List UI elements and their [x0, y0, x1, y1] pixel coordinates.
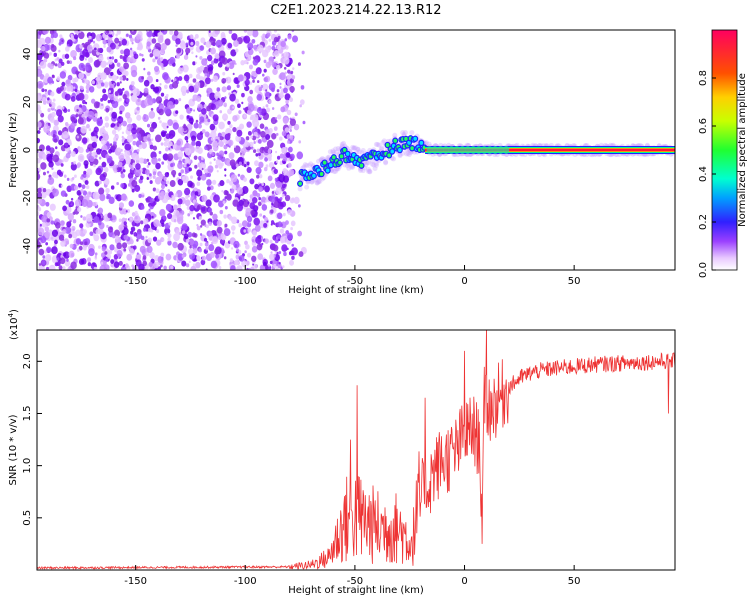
x-tick-label: -100: [234, 576, 257, 587]
snr-frame: [36, 329, 676, 571]
colorbar-tick-label: 0.4: [698, 166, 709, 182]
heatmap-plot-area: [37, 30, 675, 270]
x-tick-label: -150: [124, 576, 147, 587]
colorbar-ticks: 0.0 0.2 0.4 0.6 0.8: [698, 70, 716, 278]
x-tick-label: -100: [234, 276, 257, 287]
x-tick-label: -50: [347, 276, 363, 287]
snr-y-scale-label: (x104): [7, 309, 20, 340]
colorbar: 0.0 0.2 0.4 0.6 0.8 Normalized spectral ampl…: [698, 29, 748, 278]
y-tick-label: -20: [22, 190, 33, 206]
colorbar-tick-label: 0.8: [698, 70, 709, 86]
snr-panel: -150 -100 -50 0 50 0.5 1.0 1.5 2.0 Height of st…: [7, 309, 676, 596]
colorbar-tick-label: 0.2: [698, 214, 709, 230]
y-tick-label: 0: [22, 147, 33, 153]
heatmap-x-axis-label: Height of straight line (km): [288, 285, 424, 296]
snr-x-axis-label: Height of straight line (km): [288, 585, 424, 596]
heatmap-y-axis-label: Frequency (Hz): [8, 112, 19, 188]
y-tick-label: 0.5: [22, 510, 33, 526]
y-tick-label: 20: [22, 96, 33, 109]
x-tick-label: -150: [124, 276, 147, 287]
snr-y-axis-label: SNR (10 * v/v): [8, 414, 19, 485]
colorbar-tick-label: 0.0: [698, 262, 709, 278]
colorbar-gradient: [711, 29, 738, 271]
y-tick-label: 2.0: [22, 353, 33, 369]
y-tick-label: 1.0: [22, 458, 33, 474]
x-tick-label: 50: [568, 576, 581, 587]
snr-y-ticks: 0.5 1.0 1.5 2.0: [22, 353, 42, 526]
x-tick-label: 0: [461, 276, 467, 287]
snr-series-line: [37, 330, 675, 570]
heatmap-x-ticks: -150 -100 -50 0 50: [124, 265, 581, 287]
colorbar-tick-label: 0.6: [698, 118, 709, 134]
colorbar-label: Normalized spectral amplitude: [737, 73, 748, 227]
y-tick-label: 1.5: [22, 406, 33, 422]
snr-x-ticks: -150 -100 -50 0 50: [124, 565, 581, 587]
x-tick-label: 0: [461, 576, 467, 587]
heatmap-y-ticks: -40 -20 0 20 40: [22, 48, 42, 254]
y-tick-label: -40: [22, 238, 33, 254]
x-tick-label: 50: [568, 276, 581, 287]
y-tick-label: 40: [22, 48, 33, 61]
heatmap-panel: -150 -100 -50 0 50 -40 -20 0 20 40 Height of str…: [8, 29, 676, 296]
figure-title: C2E1.2023.214.22.13.R12: [270, 3, 441, 18]
x-tick-label: -50: [347, 576, 363, 587]
